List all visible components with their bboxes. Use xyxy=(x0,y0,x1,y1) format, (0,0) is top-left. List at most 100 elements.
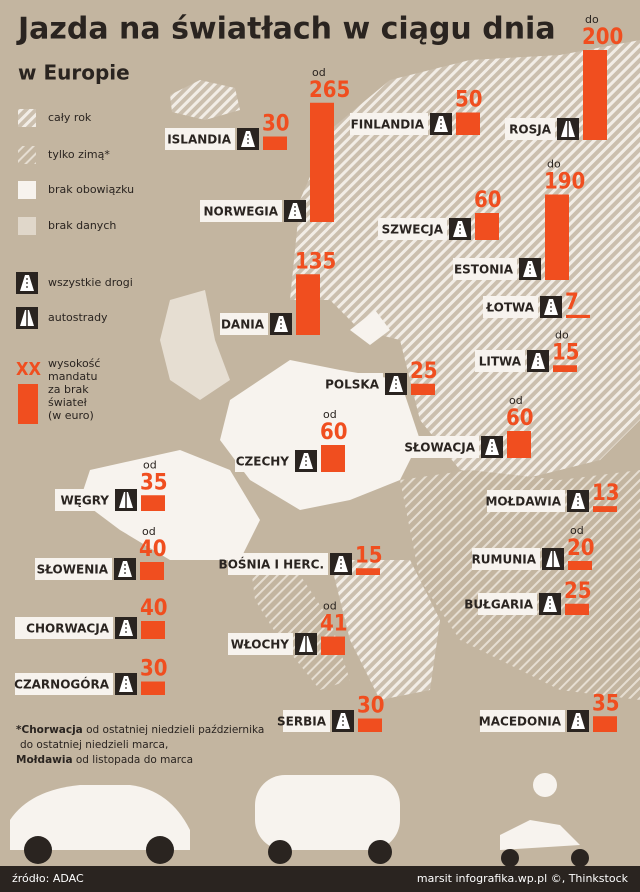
country-label-box xyxy=(478,593,537,615)
fine-bar xyxy=(310,102,334,222)
legend-fine-bar xyxy=(18,384,38,424)
country-name: BUŁGARIA xyxy=(464,598,533,612)
legend-swatch xyxy=(18,146,36,164)
country-name: MACEDONIA xyxy=(479,715,562,729)
fine-bar xyxy=(566,314,590,318)
fine-value: 15 xyxy=(552,340,580,365)
fine-bar xyxy=(141,621,165,639)
legend-swatch xyxy=(18,109,36,127)
country-name: SŁOWACJA xyxy=(404,441,475,455)
fine-bar xyxy=(545,194,569,280)
country: FINLANDIA 50 xyxy=(350,88,483,135)
country-label-box xyxy=(200,200,282,222)
legend-label: tylko zimą* xyxy=(48,148,110,161)
country-label-box xyxy=(378,218,447,240)
footnote-line: Mołdawia od listopada do marca xyxy=(16,754,193,766)
subtitle: w Europie xyxy=(18,61,130,85)
fine-value: 35 xyxy=(140,470,168,495)
countries: ISLANDIA30NORWEGIA265odFINLANDIA50ROSJA2… xyxy=(14,13,623,732)
country-name: CZARNOGÓRA xyxy=(14,677,110,692)
fine-value: 190 xyxy=(544,170,585,195)
footnote: *Chorwacja od ostatniej niedzieli paździ… xyxy=(16,724,264,766)
country-name: POLSKA xyxy=(325,378,380,392)
country: DANIA 135 xyxy=(220,249,336,335)
country: BOŚNIA I HERC. 15 xyxy=(219,543,383,575)
legend-fine-text: wysokość xyxy=(48,357,100,370)
legend-swatch xyxy=(18,181,36,199)
fine-prefix: od xyxy=(312,66,326,79)
fine-value: 135 xyxy=(295,249,336,274)
country-name: SŁOWENIA xyxy=(37,563,109,577)
country-label-box xyxy=(453,258,517,280)
fine-value: 20 xyxy=(567,536,595,561)
fine-value: 50 xyxy=(455,88,483,113)
country-name: MOŁDAWIA xyxy=(485,495,561,509)
country-label-box xyxy=(475,350,525,372)
country: MOŁDAWIA 13 xyxy=(485,481,620,512)
fine-bar xyxy=(475,213,499,240)
fine-bar xyxy=(593,716,617,732)
fine-value: 60 xyxy=(474,188,502,213)
fine-bar xyxy=(321,445,345,472)
country-label-box xyxy=(15,617,113,639)
country-name: ŁOTWA xyxy=(485,301,534,315)
country-name: CHORWACJA xyxy=(26,622,110,636)
footnote-span: *Chorwacja xyxy=(16,724,83,736)
fine-bar xyxy=(411,383,435,395)
fine-bar xyxy=(140,562,164,580)
fine-value: 15 xyxy=(355,543,383,568)
country-name: DANIA xyxy=(221,318,265,332)
legend-label: cały rok xyxy=(48,111,92,124)
country-name: ESTONIA xyxy=(454,263,514,277)
country: ŁOTWA 7 xyxy=(483,290,590,318)
country: ISLANDIA 30 xyxy=(165,112,290,150)
country-name: CZECHY xyxy=(236,455,290,469)
fine-bar xyxy=(296,274,320,335)
country-label-box xyxy=(15,673,113,695)
legend-label: wszystkie drogi xyxy=(48,276,133,289)
country: POLSKA 25 xyxy=(325,359,438,395)
legend-fine-text: świateł xyxy=(48,396,88,409)
map xyxy=(80,40,640,700)
fine-bar xyxy=(583,50,607,140)
legend-label: brak obowiązku xyxy=(48,183,134,196)
source: źródło: ADAC xyxy=(12,872,84,885)
legend-fine-text: mandatu xyxy=(48,370,97,383)
country-label-box xyxy=(487,490,565,512)
legend-fine-sample: XX xyxy=(16,359,41,380)
country-label-box xyxy=(35,558,112,580)
country-label-box xyxy=(228,633,293,655)
fine-value: 25 xyxy=(564,579,592,604)
country-label-box xyxy=(483,296,538,318)
country-label-box xyxy=(235,450,293,472)
fine-prefix: od xyxy=(509,394,523,407)
country-label-box xyxy=(505,118,555,140)
country-label-box xyxy=(405,436,479,458)
fine-value: 30 xyxy=(140,657,168,682)
legend: cały rok tylko zimą* brak obowiązku brak da… xyxy=(16,109,134,424)
country-name: WŁOCHY xyxy=(231,638,290,652)
country-label-box xyxy=(472,548,540,570)
country-name: WĘGRY xyxy=(60,494,109,508)
fine-bar xyxy=(565,603,589,615)
fine-bar xyxy=(141,681,165,695)
fine-prefix: do xyxy=(585,13,599,26)
fine-bar xyxy=(321,636,345,655)
footnote-span: od ostatniej niedzieli października xyxy=(83,724,265,736)
fine-bar xyxy=(507,431,531,458)
country-name: BOŚNIA I HERC. xyxy=(219,557,324,572)
fine-bar xyxy=(456,112,480,135)
fine-prefix: do xyxy=(555,328,569,341)
country-name: RUMUNIA xyxy=(472,553,537,567)
legend-fine-text: (w euro) xyxy=(48,409,94,422)
fine-value: 200 xyxy=(582,25,623,50)
country: SERBIA 30 xyxy=(277,694,385,732)
country: MACEDONIA 35 xyxy=(479,691,620,732)
footer-bar xyxy=(0,866,640,892)
